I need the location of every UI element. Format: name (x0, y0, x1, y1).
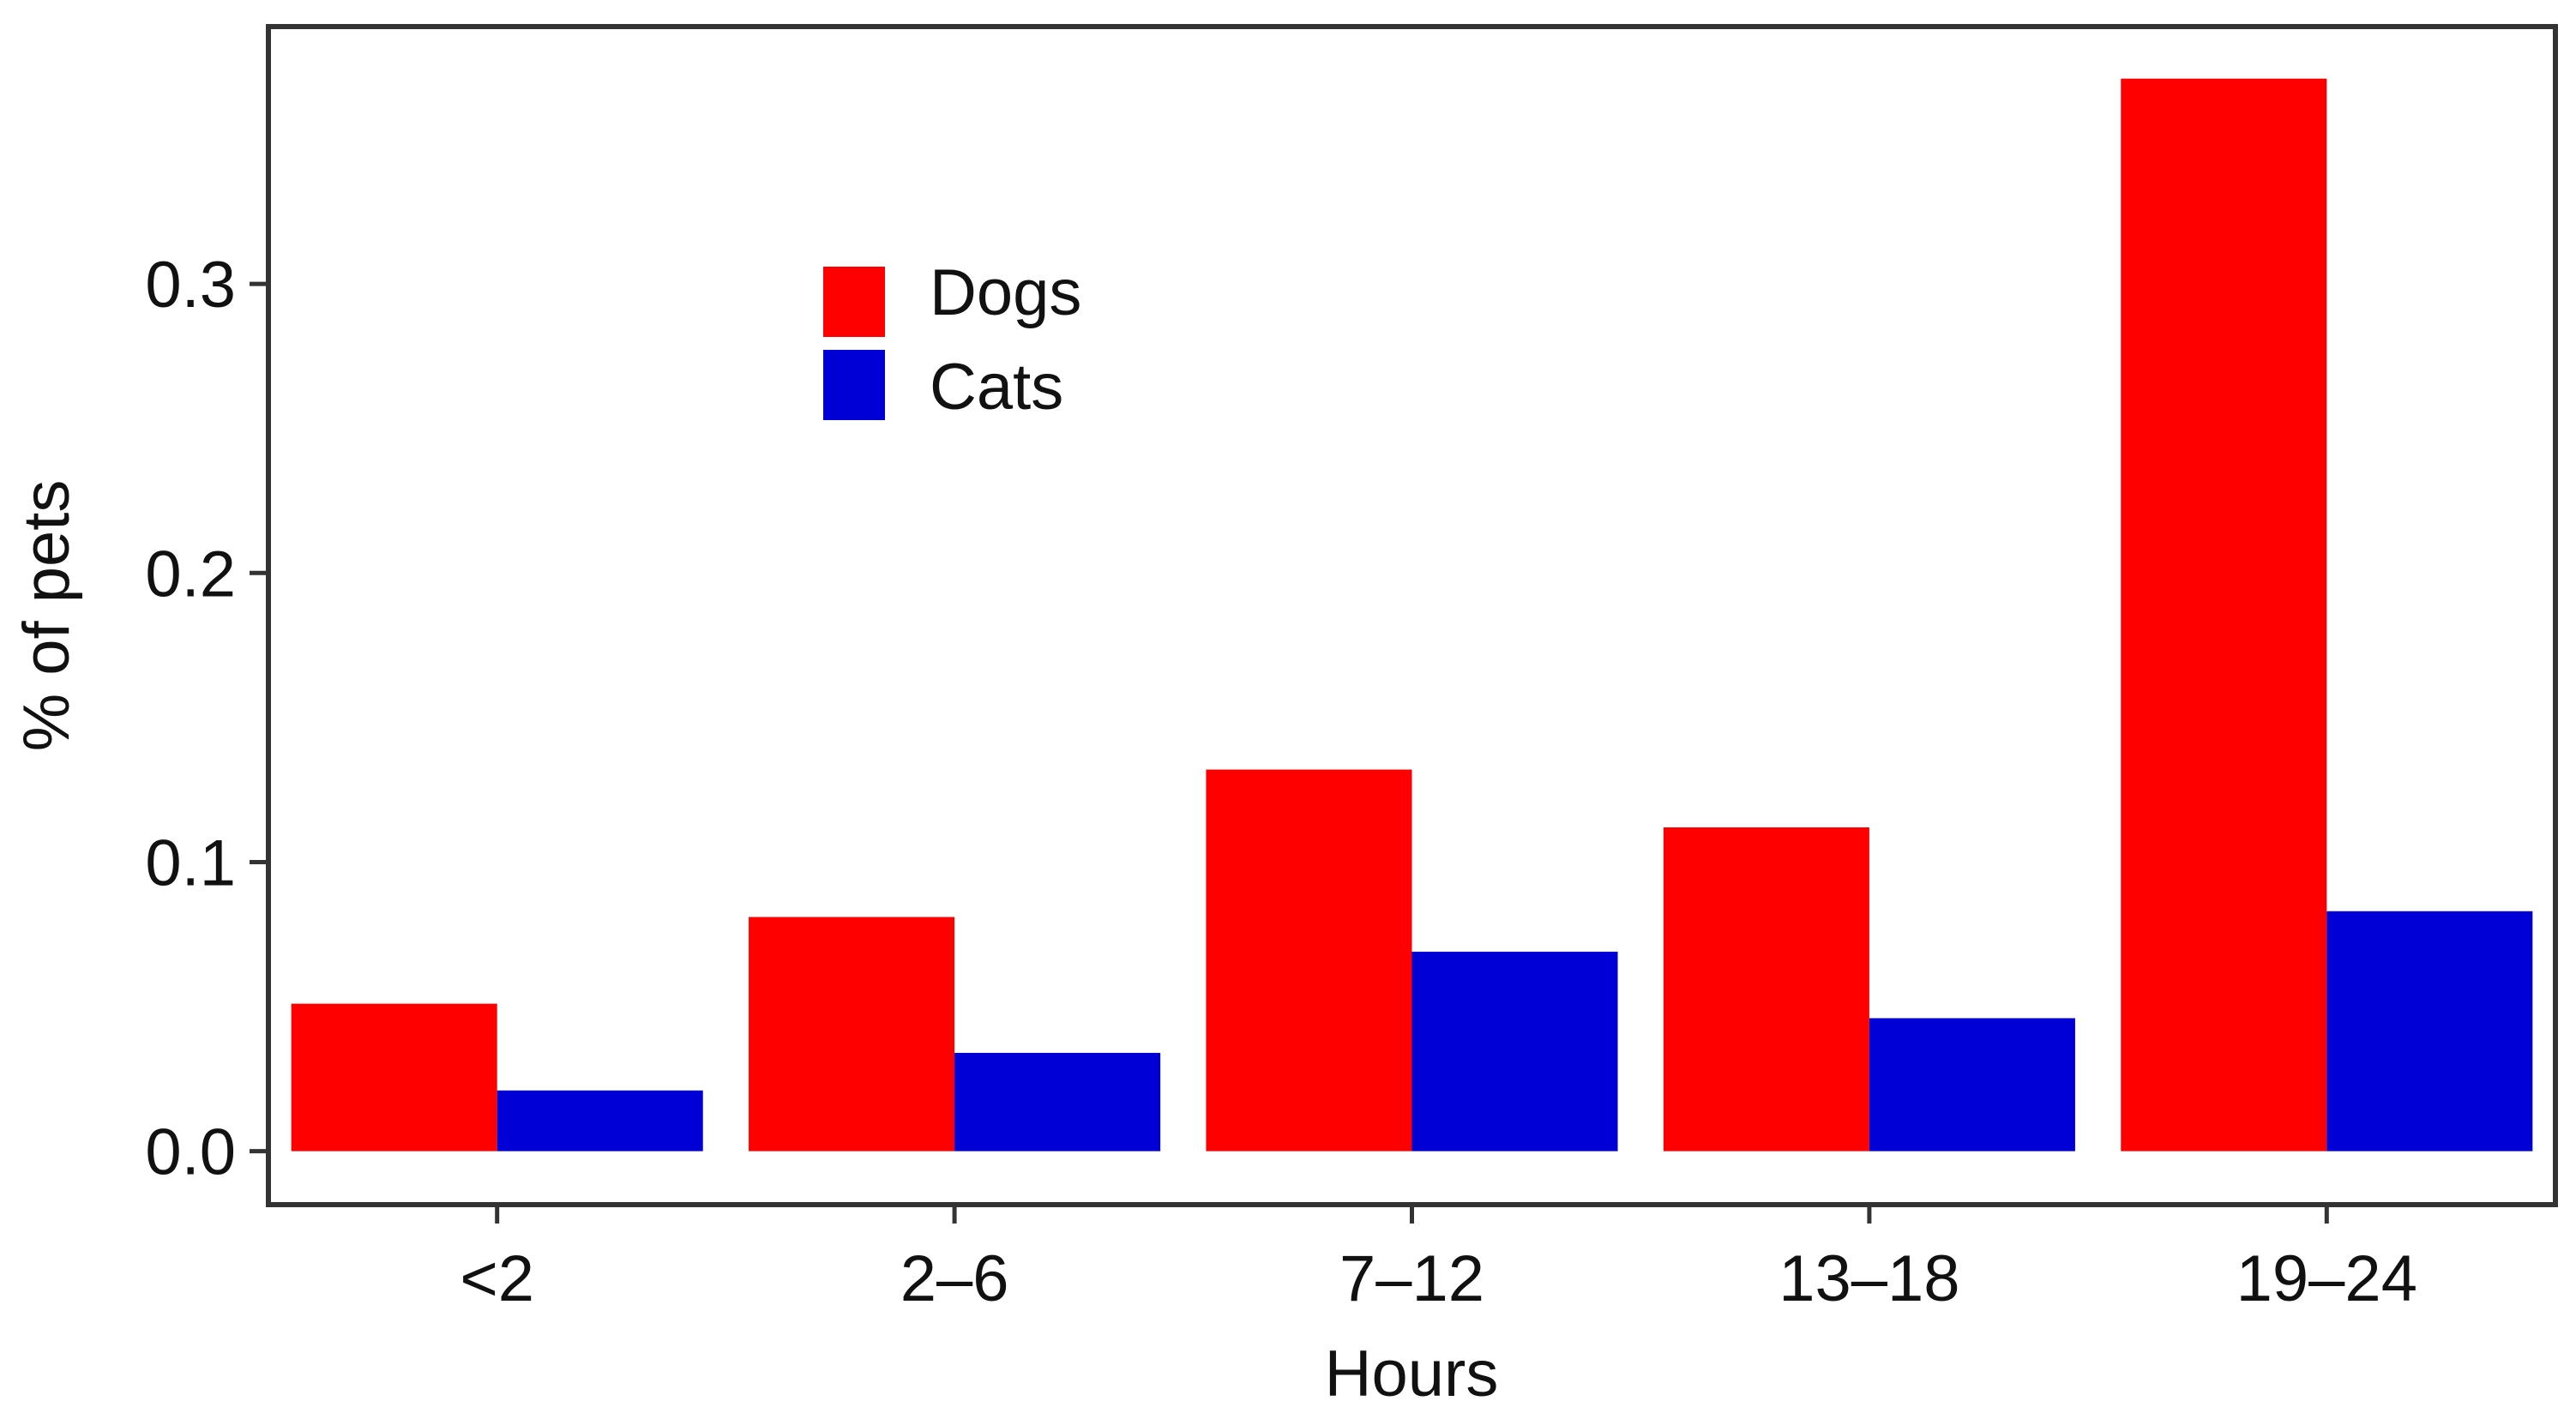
bar-dogs-3 (1663, 827, 1869, 1151)
y-tick-label-2: 0.2 (145, 538, 236, 610)
bar-cats-2 (1411, 951, 1618, 1151)
legend-swatch-dogs (823, 267, 885, 337)
y-axis-title: % of pets (10, 480, 83, 752)
x-tick-label-4: 19–24 (2236, 1242, 2417, 1315)
bar-cats-3 (1869, 1018, 2075, 1151)
legend-label-cats: Cats (930, 351, 1063, 424)
y-tick-label-0: 0.0 (145, 1116, 236, 1189)
bars-group (291, 78, 2533, 1151)
y-axis: 0.0 0.1 0.2 0.3 (145, 249, 268, 1189)
x-axis-title: Hours (1325, 1338, 1499, 1410)
bar-dogs-4 (2121, 78, 2327, 1151)
x-axis: <2 2–6 7–12 13–18 19–24 (460, 1205, 2417, 1315)
x-tick-label-2: 7–12 (1339, 1242, 1484, 1315)
y-tick-label-1: 0.1 (145, 827, 236, 899)
bar-cats-4 (2326, 911, 2533, 1151)
legend: Dogs Cats (823, 256, 1081, 424)
y-tick-label-3: 0.3 (145, 249, 236, 322)
bar-cats-0 (497, 1090, 703, 1151)
legend-swatch-cats (823, 350, 885, 420)
x-tick-label-3: 13–18 (1779, 1242, 1959, 1315)
bar-cats-1 (954, 1052, 1161, 1151)
x-tick-label-0: <2 (460, 1242, 534, 1315)
x-tick-label-1: 2–6 (900, 1242, 1009, 1315)
bar-dogs-0 (291, 1003, 497, 1151)
bar-dogs-2 (1206, 769, 1412, 1151)
bar-dogs-1 (749, 917, 955, 1151)
legend-label-dogs: Dogs (930, 256, 1081, 329)
